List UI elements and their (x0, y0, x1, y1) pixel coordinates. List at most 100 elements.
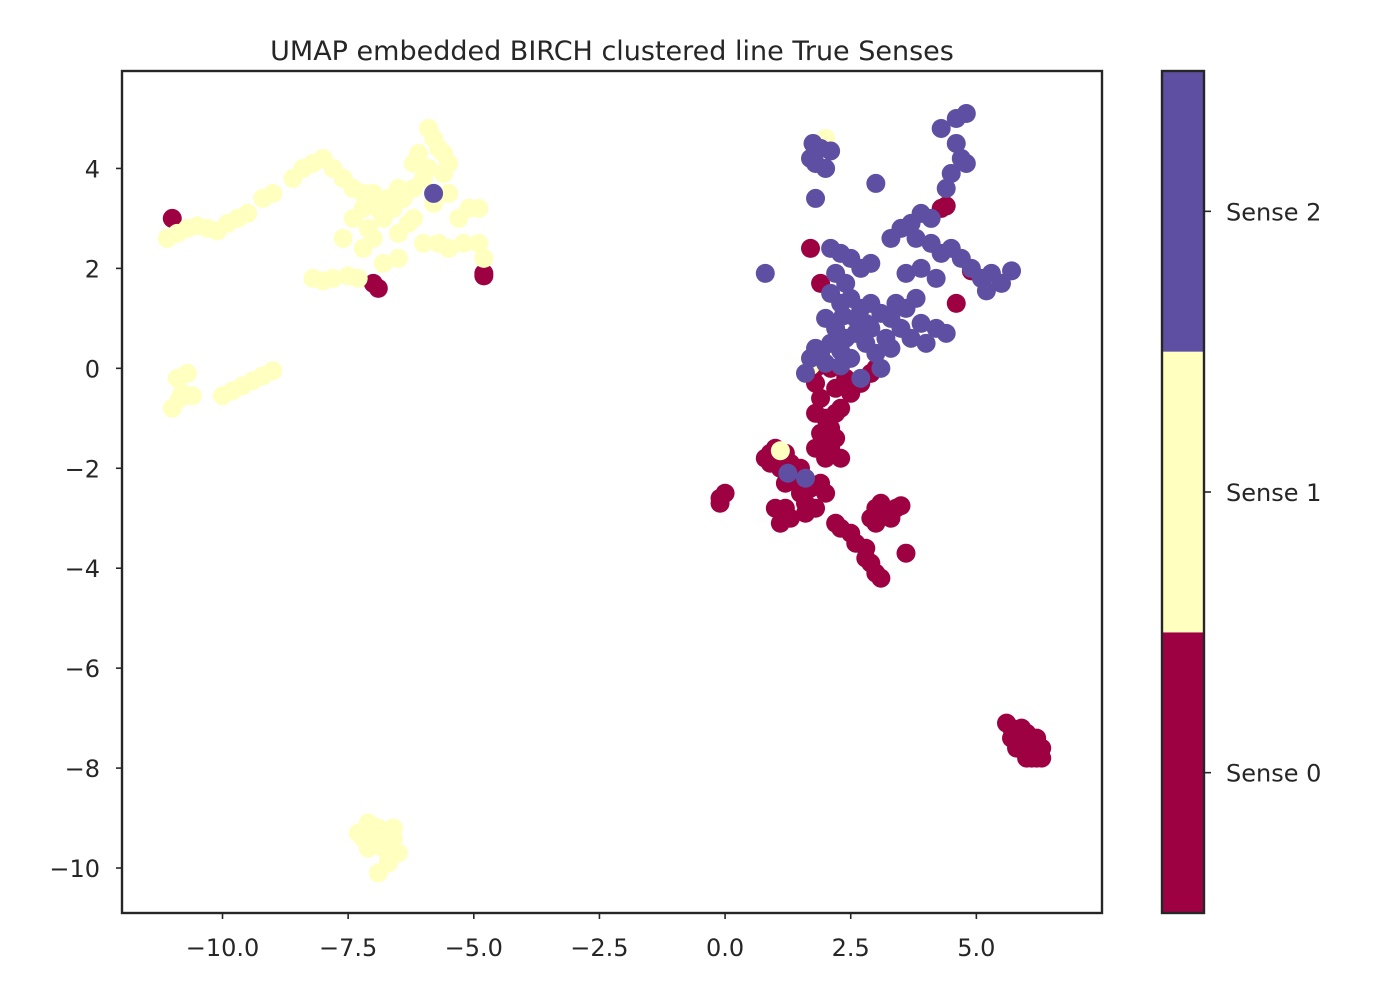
x-axis: −10.0 −7.5 −5.0 −2.5 0.0 2.5 5.0 (186, 913, 995, 962)
data-point-sense-0 (816, 483, 836, 503)
data-point-sense-0 (871, 568, 891, 588)
data-point-sense-0 (891, 496, 911, 516)
data-point-sense-2 (866, 343, 886, 363)
data-point-sense-2 (871, 358, 891, 378)
colorbar-frame (1160, 69, 1206, 915)
data-point-sense-0 (795, 503, 815, 523)
data-point-sense-0 (821, 418, 841, 438)
data-point-sense-0 (856, 548, 876, 568)
data-point-sense-1 (343, 208, 363, 228)
colorbar-label: Sense 1 (1226, 479, 1321, 507)
data-point-sense-2 (833, 306, 853, 326)
data-point-sense-1 (439, 183, 459, 203)
data-point-sense-0 (162, 208, 182, 228)
data-point-sense-2 (424, 183, 444, 203)
data-point-sense-0 (1027, 728, 1047, 748)
y-tick-label: −2 (65, 455, 100, 483)
data-point-sense-1 (409, 143, 429, 163)
data-point-sense-1 (770, 441, 790, 461)
data-point-sense-1 (353, 238, 373, 258)
data-point-sense-0 (715, 483, 735, 503)
data-point-sense-2 (906, 288, 926, 308)
data-point-sense-2 (946, 133, 966, 153)
data-point-sense-2 (911, 313, 931, 333)
y-tick-label: −6 (65, 655, 100, 683)
data-point-sense-1 (439, 238, 459, 258)
x-tick-label: −2.5 (570, 934, 628, 962)
data-point-sense-1 (474, 248, 494, 268)
data-point-sense-0 (474, 266, 494, 286)
data-point-sense-2 (806, 188, 826, 208)
colorbar-segment (1162, 71, 1204, 352)
data-point-sense-2 (936, 323, 956, 343)
data-point-sense-2 (851, 368, 871, 388)
data-point-sense-1 (373, 253, 393, 273)
data-point-sense-2 (821, 141, 841, 161)
data-point-sense-1 (434, 163, 454, 183)
data-point-sense-2 (861, 318, 881, 338)
data-point-sense-1 (263, 361, 283, 381)
data-point-sense-0 (946, 293, 966, 313)
data-point-sense-2 (866, 173, 886, 193)
data-point-sense-1 (403, 208, 423, 228)
data-point-sense-2 (861, 253, 881, 273)
y-tick-label: −10 (49, 855, 100, 883)
data-point-sense-1 (177, 363, 197, 383)
data-point-sense-2 (956, 103, 976, 123)
data-point-sense-1 (388, 178, 408, 198)
data-point-sense-2 (831, 356, 851, 376)
data-point-sense-0 (801, 238, 821, 258)
data-point-sense-2 (816, 158, 836, 178)
colorbar-label: Sense 0 (1226, 760, 1321, 788)
data-point-sense-1 (469, 198, 489, 218)
y-tick-label: −8 (65, 755, 100, 783)
data-point-sense-2 (806, 338, 826, 358)
data-point-sense-1 (454, 233, 474, 253)
data-point-sense-1 (424, 128, 444, 148)
x-tick-label: −10.0 (186, 934, 260, 962)
data-point-sense-0 (765, 498, 785, 518)
data-point-sense-0 (770, 513, 790, 533)
data-point-sense-2 (816, 353, 836, 373)
data-point-sense-1 (170, 388, 190, 408)
y-tick-label: 2 (85, 255, 100, 283)
data-point-sense-1 (368, 863, 388, 883)
data-point-sense-1 (238, 203, 258, 223)
data-point-sense-1 (378, 846, 398, 866)
data-point-sense-2 (926, 268, 946, 288)
data-point-sense-1 (353, 828, 373, 848)
data-point-sense-1 (388, 223, 408, 243)
data-point-sense-1 (323, 268, 343, 288)
data-point-sense-1 (363, 183, 383, 203)
data-point-sense-2 (881, 338, 901, 358)
data-point-sense-2 (931, 118, 951, 138)
y-tick-label: 0 (85, 355, 100, 383)
data-points (157, 103, 1052, 883)
data-point-sense-2 (803, 133, 823, 153)
y-tick-label: −4 (65, 555, 100, 583)
data-point-sense-1 (414, 233, 434, 253)
data-point-sense-1 (348, 268, 368, 288)
data-point-sense-2 (911, 258, 931, 278)
data-point-sense-2 (795, 363, 815, 383)
data-point-sense-2 (941, 163, 961, 183)
x-tick-label: −7.5 (319, 934, 377, 962)
x-tick-label: −5.0 (445, 934, 503, 962)
data-point-sense-1 (388, 248, 408, 268)
data-point-sense-2 (778, 463, 798, 483)
x-tick-label: 2.5 (832, 934, 870, 962)
chart-title: UMAP embedded BIRCH clustered line True … (270, 36, 954, 67)
y-tick-label: 4 (85, 155, 100, 183)
colorbar-segment (1162, 351, 1204, 633)
data-point-sense-2 (956, 153, 976, 173)
data-point-sense-2 (795, 468, 815, 488)
data-point-sense-0 (368, 278, 388, 298)
data-point-sense-0 (811, 388, 831, 408)
data-point-sense-1 (469, 233, 489, 253)
data-point-sense-2 (921, 208, 941, 228)
data-point-sense-0 (826, 378, 846, 398)
data-point-sense-1 (373, 823, 393, 843)
data-point-sense-2 (836, 273, 856, 293)
colorbar: Sense 0 Sense 1 Sense 2 (1160, 69, 1321, 915)
